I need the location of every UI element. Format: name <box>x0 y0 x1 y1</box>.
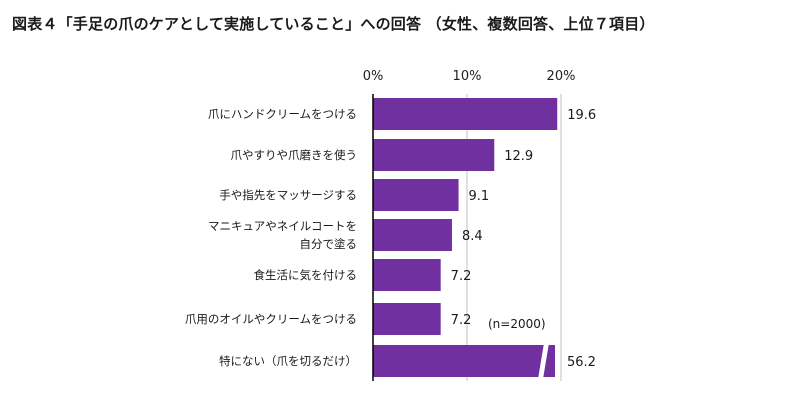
axis-break-mark <box>538 343 549 379</box>
category-label: マニキュアやネイルコートを <box>208 219 357 233</box>
bar <box>373 259 441 291</box>
chart-title: 図表４「手足の爪のケアとして実施していること」への回答 （女性、複数回答、上位７… <box>12 15 655 33</box>
x-tick-label: 20% <box>547 69 576 84</box>
category-label: 爪にハンドクリームをつける <box>208 107 357 121</box>
data-label: 12.9 <box>504 149 533 164</box>
category-label: 食生活に気を付ける <box>254 268 358 282</box>
bar <box>373 345 555 377</box>
data-label: 19.6 <box>567 108 596 123</box>
x-tick-label: 0% <box>363 69 384 84</box>
data-label: 8.4 <box>462 229 483 244</box>
data-label: 9.1 <box>469 189 490 204</box>
category-label: 爪用のオイルやクリームをつける <box>185 312 357 326</box>
category-label: 自分で塗る <box>300 237 358 251</box>
bar <box>373 139 495 171</box>
bar <box>373 98 558 130</box>
category-label: 爪やすりや爪磨きを使う <box>231 148 358 162</box>
category-label: 特にない（爪を切るだけ） <box>219 354 357 368</box>
data-label: 7.2 <box>451 313 472 328</box>
data-label: 56.2 <box>567 355 596 370</box>
bar <box>373 219 452 251</box>
category-label: 手や指先をマッサージする <box>219 188 357 202</box>
bar <box>373 303 441 335</box>
sample-size-note: (n=2000) <box>488 317 546 331</box>
bar <box>373 179 459 211</box>
x-tick-label: 10% <box>453 69 482 84</box>
data-label: 7.2 <box>451 269 472 284</box>
